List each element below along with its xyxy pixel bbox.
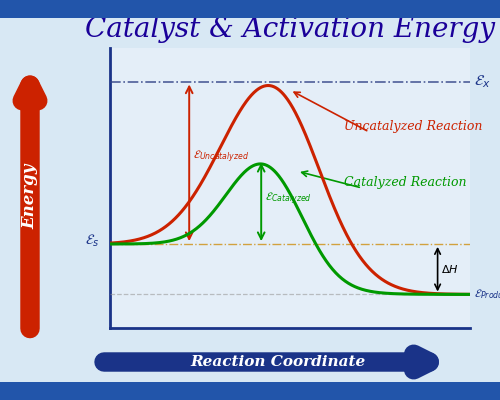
Text: Reaction Coordinate: Reaction Coordinate bbox=[190, 355, 365, 369]
Title: Catalyst & Activation Energy: Catalyst & Activation Energy bbox=[85, 16, 495, 43]
Text: Uncatalyzed Reaction: Uncatalyzed Reaction bbox=[344, 120, 482, 133]
Text: $\mathcal{E}_s$: $\mathcal{E}_s$ bbox=[84, 233, 99, 250]
Text: $\mathcal{E}_{Catalyzed}$: $\mathcal{E}_{Catalyzed}$ bbox=[265, 191, 312, 208]
Text: $\mathcal{E}_x$: $\mathcal{E}_x$ bbox=[474, 73, 490, 90]
Text: $\mathcal{E}_{Product}$: $\mathcal{E}_{Product}$ bbox=[474, 288, 500, 301]
Text: $\mathcal{E}_{Uncatalyzed}$: $\mathcal{E}_{Uncatalyzed}$ bbox=[193, 149, 249, 166]
Text: Priyamstudycentre.com: Priyamstudycentre.com bbox=[375, 386, 492, 396]
Text: $\Delta H$: $\Delta H$ bbox=[441, 263, 459, 275]
Text: Catalyzed Reaction: Catalyzed Reaction bbox=[344, 176, 467, 189]
Text: Energy: Energy bbox=[22, 163, 38, 229]
